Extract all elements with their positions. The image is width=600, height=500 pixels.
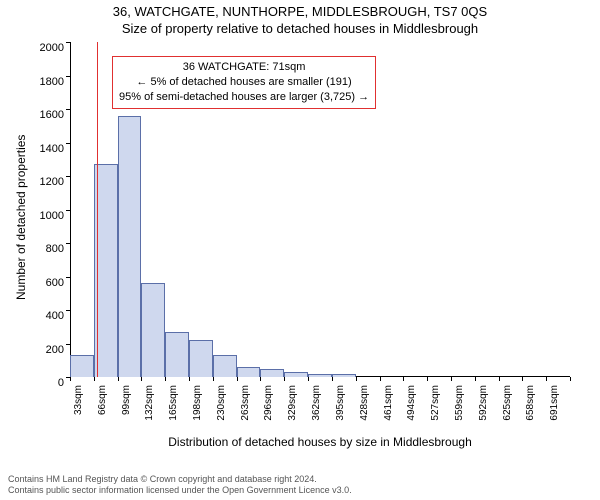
histogram-bar: [118, 116, 142, 377]
annotation-line3: 95% of semi-detached houses are larger (…: [119, 90, 369, 105]
page-title-line2: Size of property relative to detached ho…: [0, 21, 600, 38]
histogram-bar: [165, 332, 189, 377]
reference-line: [97, 42, 98, 377]
y-tick-label: 1600: [30, 109, 64, 121]
y-tick-label: 400: [30, 310, 64, 322]
y-axis-label: Number of detached properties: [14, 134, 28, 299]
y-tick-label: 1800: [30, 76, 64, 88]
y-tick-label: 800: [30, 243, 64, 255]
y-tick-label: 1200: [30, 176, 64, 188]
x-axis-label: Distribution of detached houses by size …: [70, 435, 570, 449]
y-tick-label: 1400: [30, 143, 64, 155]
annotation-line2: ← 5% of detached houses are smaller (191…: [119, 75, 369, 90]
y-tick-label: 0: [30, 377, 64, 389]
histogram-bar: [70, 355, 94, 377]
histogram-bar: [189, 340, 213, 377]
histogram-bar: [332, 374, 356, 377]
footer-line2: Contains public sector information licen…: [8, 485, 352, 496]
y-tick-label: 200: [30, 344, 64, 356]
page-title-line1: 36, WATCHGATE, NUNTHORPE, MIDDLESBROUGH,…: [0, 0, 600, 21]
footer-attribution: Contains HM Land Registry data © Crown c…: [8, 474, 352, 497]
histogram-bar: [213, 355, 237, 377]
y-tick-label: 1000: [30, 210, 64, 222]
histogram-bar: [308, 374, 332, 377]
y-tick-label: 600: [30, 277, 64, 289]
histogram-bar: [141, 283, 165, 377]
histogram-bar: [284, 372, 308, 377]
y-tick-label: 2000: [30, 42, 64, 54]
footer-line1: Contains HM Land Registry data © Crown c…: [8, 474, 352, 485]
annotation-box: 36 WATCHGATE: 71sqm ← 5% of detached hou…: [112, 56, 376, 109]
annotation-line1: 36 WATCHGATE: 71sqm: [119, 60, 369, 75]
histogram-bar: [237, 367, 261, 377]
histogram-bar: [260, 369, 284, 377]
